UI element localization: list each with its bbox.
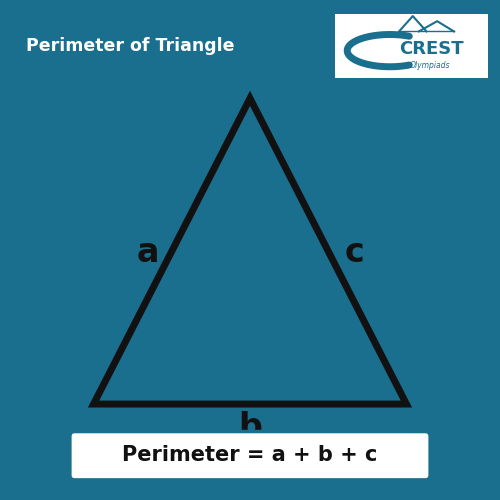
FancyBboxPatch shape: [70, 432, 430, 480]
Text: c: c: [344, 236, 364, 269]
FancyBboxPatch shape: [13, 14, 76, 72]
Text: Perimeter of Triangle: Perimeter of Triangle: [26, 37, 235, 55]
Text: CREST: CREST: [399, 40, 464, 58]
Text: Perimeter = a + b + c: Perimeter = a + b + c: [122, 445, 378, 465]
FancyBboxPatch shape: [13, 14, 263, 43]
Text: b: b: [238, 411, 262, 444]
FancyBboxPatch shape: [335, 14, 488, 78]
FancyBboxPatch shape: [13, 14, 263, 72]
Text: Olympiads: Olympiads: [410, 62, 450, 70]
Text: a: a: [137, 236, 160, 269]
